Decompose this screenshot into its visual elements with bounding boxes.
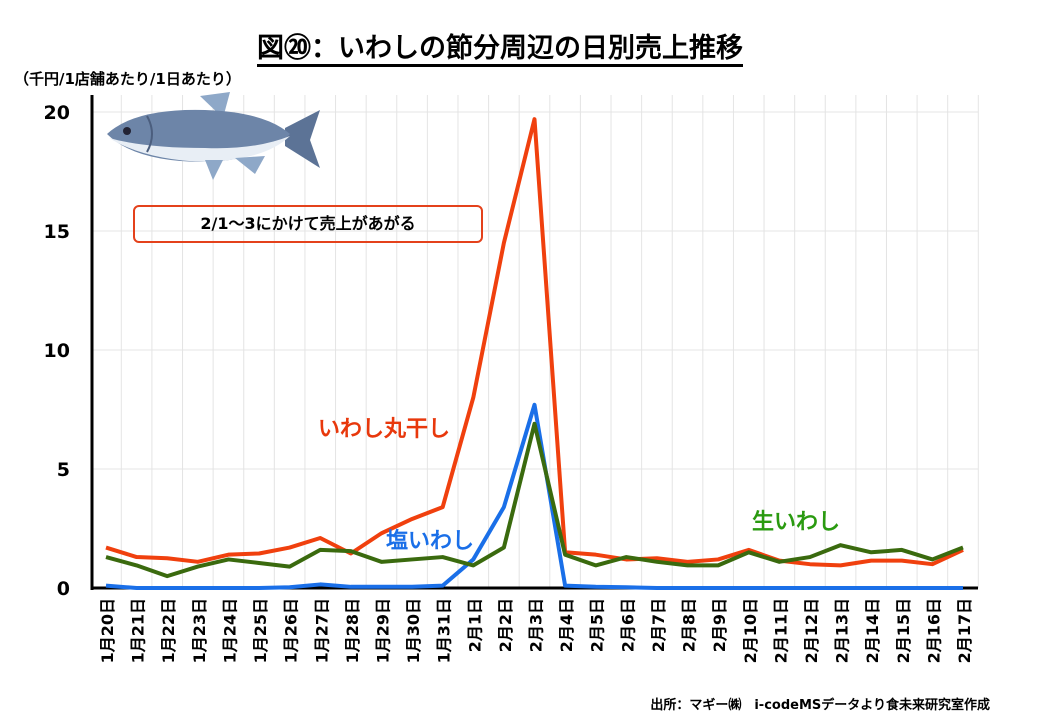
x-tick-label: 1月22日	[159, 598, 178, 663]
x-tick-label: 1月23日	[190, 598, 209, 663]
sardine-illustration	[107, 92, 320, 180]
chart-title: 図⑳：いわしの節分周辺の日別売上推移	[0, 26, 1000, 67]
series-label: 生いわし	[752, 510, 840, 535]
x-tick-label: 1月24日	[220, 598, 239, 663]
y-tick-label: 5	[57, 459, 70, 481]
x-tick-label: 1月28日	[343, 598, 362, 663]
x-tick-label: 1月26日	[282, 598, 301, 663]
y-tick-label: 0	[57, 578, 70, 600]
x-tick-label: 2月9日	[710, 598, 729, 652]
y-tick-label: 10	[44, 340, 70, 362]
y-tick-label: 15	[44, 221, 70, 243]
annotation-box: 2/1～3にかけて売上があがる	[133, 205, 483, 243]
x-tick-label: 1月25日	[251, 598, 270, 663]
series-label: 塩いわし	[386, 528, 474, 554]
series-line	[105, 117, 964, 568]
x-tick-label: 1月21日	[129, 598, 148, 663]
x-tick-label: 2月3日	[527, 598, 546, 652]
chart-title-text: 図⑳：いわしの節分周辺の日別売上推移	[257, 33, 743, 67]
y-axis-unit: （千円/1店舗あたり/1日あたり）	[14, 70, 241, 88]
x-tick-label: 2月12日	[802, 598, 821, 663]
y-tick-label: 20	[44, 102, 70, 124]
x-tick-label: 1月29日	[373, 598, 392, 663]
x-tick-label: 2月10日	[741, 598, 760, 663]
x-tick-label: 2月1日	[465, 598, 484, 652]
x-tick-label: 2月7日	[649, 598, 668, 652]
x-tick-label: 2月16日	[924, 598, 943, 663]
x-tick-label: 2月11日	[771, 598, 790, 663]
source-note: 出所：マギー㈱ i-codeMSデータより食未来研究室作成	[650, 698, 990, 713]
x-tick-label: 2月2日	[496, 598, 515, 652]
x-tick-label: 1月27日	[312, 598, 331, 663]
x-tick-label: 2月17日	[955, 598, 974, 663]
x-tick-label: 2月5日	[588, 598, 607, 652]
x-tick-label: 1月30日	[404, 598, 423, 663]
x-tick-label: 1月31日	[435, 598, 454, 663]
x-tick-label: 2月13日	[833, 598, 852, 663]
x-tick-label: 2月4日	[557, 598, 576, 652]
series-label: いわし丸干し	[318, 417, 450, 442]
x-tick-label: 2月6日	[618, 598, 637, 652]
x-tick-label: 2月8日	[680, 598, 699, 652]
x-tick-label: 2月15日	[894, 598, 913, 663]
x-tick-label: 1月20日	[98, 598, 117, 663]
x-tick-label: 2月14日	[863, 598, 882, 663]
